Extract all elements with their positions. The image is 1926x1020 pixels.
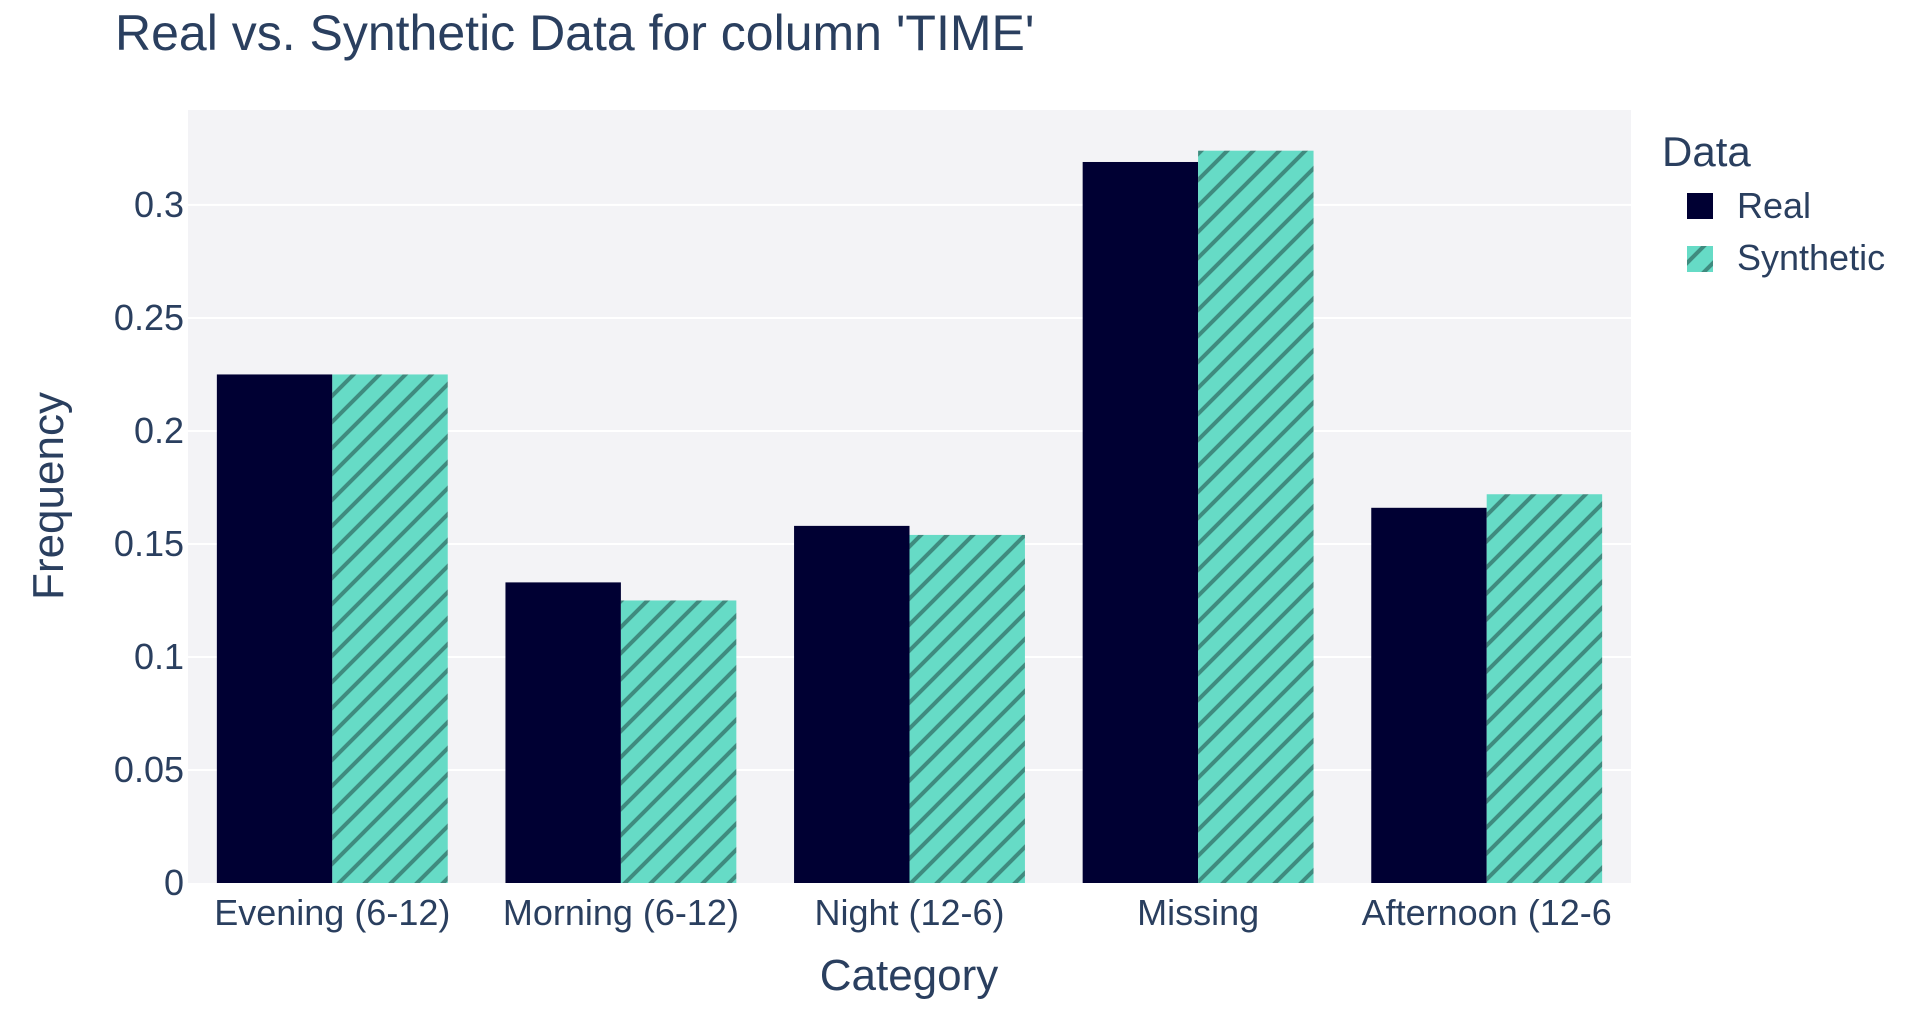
- bar-real: [1082, 161, 1199, 884]
- bar-synthetic: [620, 600, 737, 883]
- bar-synthetic: [909, 534, 1025, 883]
- chart-title: Real vs. Synthetic Data for column 'TIME…: [115, 5, 1034, 61]
- x-tick-label: Missing: [1137, 892, 1259, 933]
- legend-label-real: Real: [1737, 185, 1811, 226]
- x-tick-label: Evening (6-12): [214, 892, 450, 933]
- y-tick-label: 0.05: [114, 749, 184, 790]
- legend-label-synthetic: Synthetic: [1737, 237, 1885, 278]
- bar-synthetic: [332, 374, 448, 883]
- y-tick-label: 0.2: [134, 410, 184, 451]
- bar-real: [505, 582, 621, 883]
- y-tick-labels: 0 0.05 0.1 0.15 0.2 0.25 0.3: [114, 184, 184, 903]
- bar-real: [1371, 507, 1487, 883]
- legend: Data Real Synthetic: [1662, 128, 1885, 278]
- legend-title: Data: [1662, 128, 1751, 175]
- y-tick-label: 0.3: [134, 184, 184, 225]
- bar-real: [216, 374, 333, 883]
- bar-synthetic: [1198, 150, 1314, 883]
- y-tick-label: 0.15: [114, 523, 184, 564]
- legend-swatch-synthetic: [1687, 246, 1713, 272]
- y-axis-title: Frequency: [24, 392, 73, 600]
- y-tick-label: 0: [164, 862, 184, 903]
- x-tick-labels: Evening (6-12) Morning (6-12) Night (12-6)…: [214, 892, 1612, 933]
- x-tick-label: Morning (6-12): [503, 892, 739, 933]
- x-axis-title: Category: [820, 951, 999, 1000]
- legend-swatch-real: [1687, 193, 1713, 219]
- bar-synthetic: [1486, 494, 1603, 883]
- x-tick-label: Night (12-6): [814, 892, 1004, 933]
- bar-real: [794, 525, 910, 883]
- x-tick-label: Afternoon (12-6: [1362, 892, 1612, 933]
- y-tick-label: 0.25: [114, 297, 184, 338]
- bars: [216, 150, 1603, 884]
- y-tick-label: 0.1: [134, 636, 184, 677]
